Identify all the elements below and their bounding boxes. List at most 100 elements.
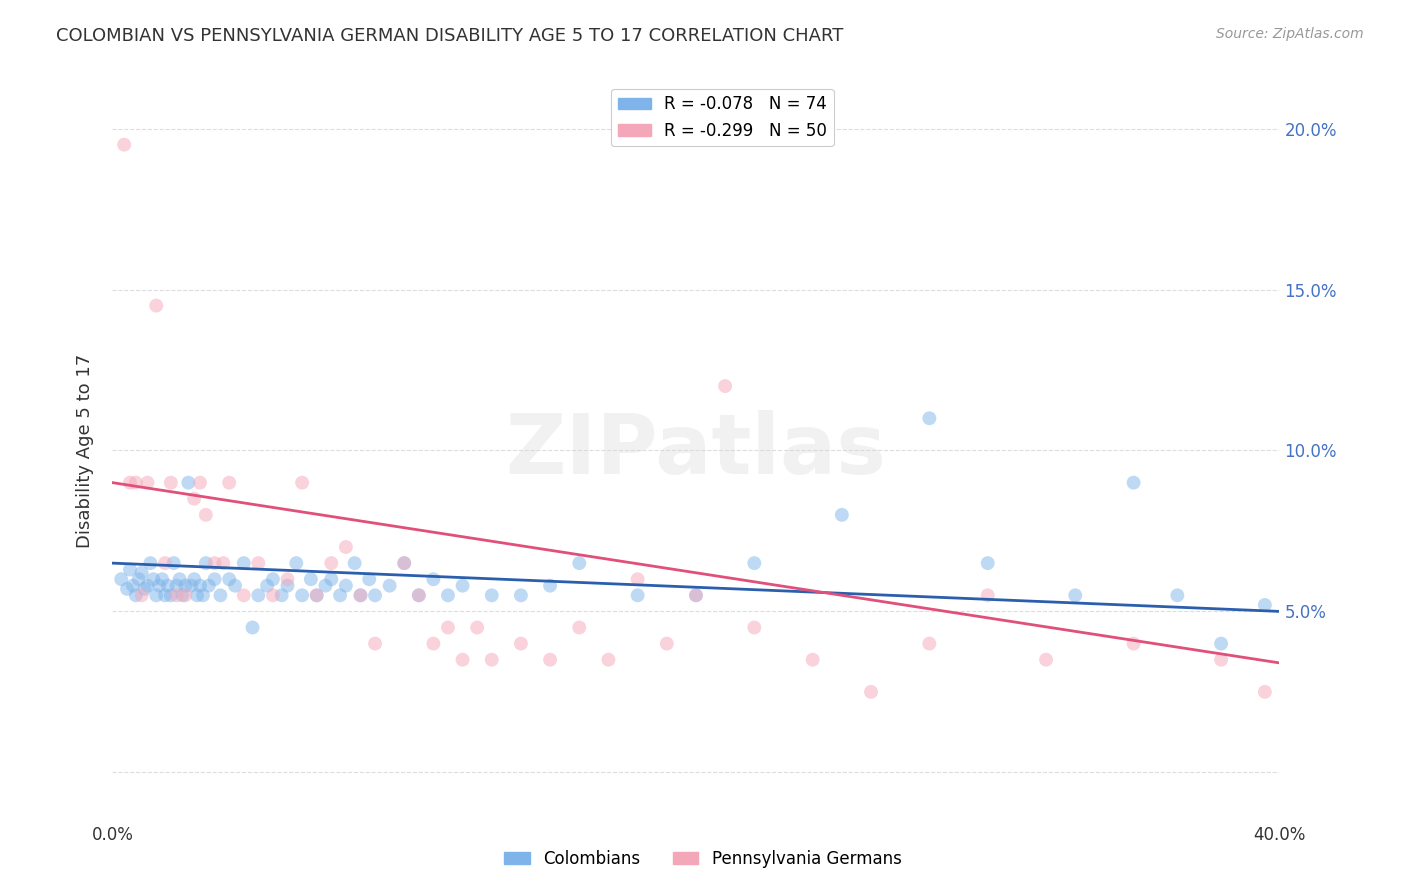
- Point: [197, 579, 219, 593]
- Point: [509, 637, 531, 651]
- Point: [142, 572, 165, 586]
- Point: [976, 588, 998, 602]
- Point: [262, 572, 284, 586]
- Point: [194, 508, 217, 522]
- Point: [655, 637, 678, 651]
- Point: [378, 579, 401, 593]
- Point: [160, 588, 183, 602]
- Point: [1254, 598, 1277, 612]
- Point: [166, 579, 188, 593]
- Point: [188, 579, 211, 593]
- Point: [422, 572, 444, 586]
- Y-axis label: Disability Age 5 to 17: Disability Age 5 to 17: [76, 353, 94, 548]
- Point: [160, 475, 183, 490]
- Point: [860, 685, 883, 699]
- Point: [918, 637, 941, 651]
- Point: [163, 556, 186, 570]
- Point: [685, 588, 707, 602]
- Point: [131, 566, 153, 580]
- Point: [538, 653, 561, 667]
- Point: [212, 556, 235, 570]
- Point: [627, 572, 650, 586]
- Point: [125, 588, 148, 602]
- Point: [156, 579, 179, 593]
- Point: [247, 556, 270, 570]
- Point: [204, 556, 226, 570]
- Point: [465, 620, 488, 634]
- Point: [408, 588, 430, 602]
- Point: [329, 588, 352, 602]
- Point: [1209, 653, 1232, 667]
- Point: [714, 379, 737, 393]
- Point: [831, 508, 853, 522]
- Point: [305, 588, 328, 602]
- Point: [422, 637, 444, 651]
- Point: [742, 556, 765, 570]
- Point: [183, 491, 205, 506]
- Point: [153, 556, 176, 570]
- Point: [270, 588, 292, 602]
- Point: [801, 653, 824, 667]
- Point: [209, 588, 232, 602]
- Point: [150, 572, 173, 586]
- Point: [169, 572, 191, 586]
- Text: ZIPatlas: ZIPatlas: [506, 410, 886, 491]
- Point: [232, 588, 254, 602]
- Point: [742, 620, 765, 634]
- Point: [180, 579, 202, 593]
- Point: [136, 475, 159, 490]
- Point: [321, 572, 343, 586]
- Point: [394, 556, 416, 570]
- Point: [408, 588, 430, 602]
- Point: [174, 588, 197, 602]
- Point: [291, 588, 314, 602]
- Point: [1209, 637, 1232, 651]
- Point: [1035, 653, 1057, 667]
- Point: [451, 579, 474, 593]
- Point: [349, 588, 371, 602]
- Point: [183, 572, 205, 586]
- Point: [136, 579, 159, 593]
- Point: [125, 475, 148, 490]
- Point: [343, 556, 366, 570]
- Point: [110, 572, 132, 586]
- Text: Source: ZipAtlas.com: Source: ZipAtlas.com: [1216, 27, 1364, 41]
- Point: [451, 653, 474, 667]
- Point: [509, 588, 531, 602]
- Text: COLOMBIAN VS PENNSYLVANIA GERMAN DISABILITY AGE 5 TO 17 CORRELATION CHART: COLOMBIAN VS PENNSYLVANIA GERMAN DISABIL…: [56, 27, 844, 45]
- Point: [305, 588, 328, 602]
- Point: [118, 475, 141, 490]
- Point: [122, 579, 145, 593]
- Point: [177, 475, 200, 490]
- Point: [1122, 475, 1144, 490]
- Point: [174, 579, 197, 593]
- Point: [349, 588, 371, 602]
- Point: [437, 588, 460, 602]
- Legend: R = -0.078   N = 74, R = -0.299   N = 50: R = -0.078 N = 74, R = -0.299 N = 50: [612, 88, 834, 146]
- Point: [1254, 685, 1277, 699]
- Point: [321, 556, 343, 570]
- Point: [276, 579, 298, 593]
- Point: [481, 653, 503, 667]
- Point: [918, 411, 941, 425]
- Point: [364, 637, 387, 651]
- Point: [218, 475, 240, 490]
- Point: [242, 620, 264, 634]
- Point: [247, 588, 270, 602]
- Point: [627, 588, 650, 602]
- Point: [285, 556, 308, 570]
- Point: [188, 475, 211, 490]
- Point: [128, 572, 150, 586]
- Point: [172, 588, 194, 602]
- Point: [186, 588, 208, 602]
- Point: [262, 588, 284, 602]
- Point: [335, 540, 357, 554]
- Point: [131, 588, 153, 602]
- Point: [118, 563, 141, 577]
- Point: [598, 653, 620, 667]
- Point: [115, 582, 138, 596]
- Point: [191, 588, 214, 602]
- Point: [134, 582, 156, 596]
- Point: [204, 572, 226, 586]
- Point: [256, 579, 278, 593]
